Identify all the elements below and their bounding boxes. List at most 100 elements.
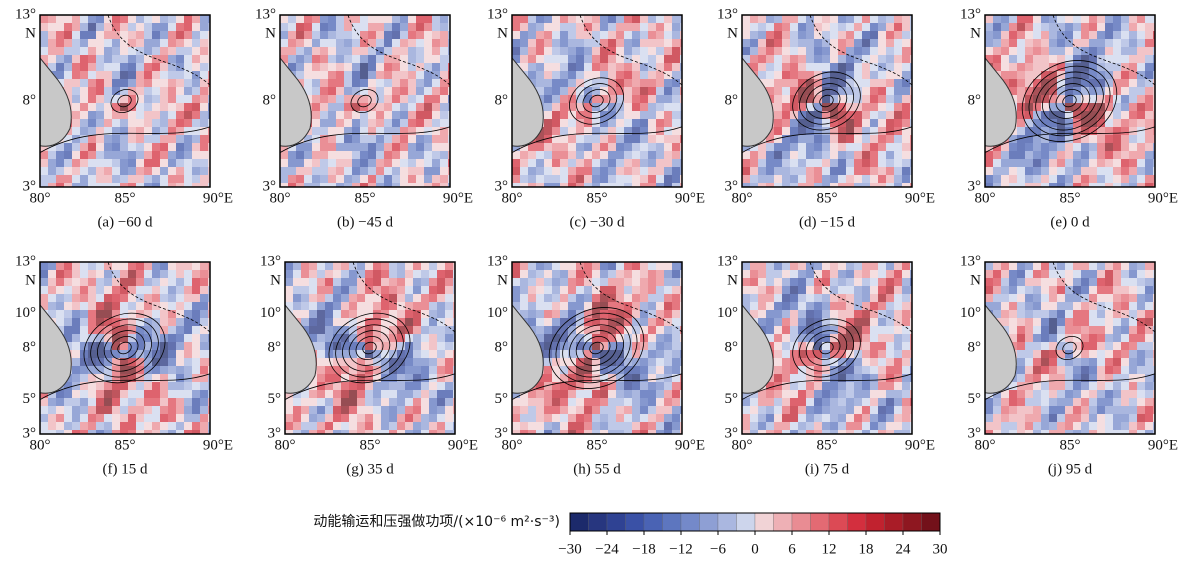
field-cell	[176, 366, 184, 374]
field-cell	[1025, 390, 1033, 398]
field-cell	[96, 79, 104, 87]
field-cell	[96, 63, 104, 71]
field-cell	[192, 294, 200, 302]
field-cell	[56, 302, 64, 310]
field-cell	[405, 262, 413, 270]
field-cell	[421, 262, 429, 270]
field-cell	[88, 79, 96, 87]
field-cell	[1097, 382, 1105, 390]
field-cell	[96, 135, 104, 143]
field-cell	[1105, 358, 1113, 366]
field-cell	[112, 79, 120, 87]
field-cell	[616, 262, 624, 270]
field-cell	[806, 159, 814, 167]
field-cell	[576, 310, 584, 318]
field-cell	[1153, 87, 1161, 95]
field-cell	[664, 342, 672, 350]
field-cell	[520, 39, 528, 47]
field-cell	[128, 87, 136, 95]
field-cell	[1137, 167, 1145, 175]
field-cell	[96, 302, 104, 310]
field-cell	[640, 358, 648, 366]
field-cell	[1065, 87, 1073, 95]
field-cell	[1137, 358, 1145, 366]
field-cell	[520, 159, 528, 167]
field-cell	[656, 39, 664, 47]
field-cell	[381, 270, 389, 278]
field-cell	[360, 151, 368, 159]
field-cell	[120, 79, 128, 87]
field-cell	[584, 262, 592, 270]
field-cell	[790, 374, 798, 382]
field-cell	[640, 39, 648, 47]
field-cell	[862, 406, 870, 414]
field-cell	[1121, 374, 1129, 382]
field-cell	[742, 23, 750, 31]
field-cell	[870, 159, 878, 167]
field-cell	[910, 270, 918, 278]
field-cell	[536, 318, 544, 326]
field-cell	[184, 390, 192, 398]
field-cell	[798, 310, 806, 318]
field-cell	[1129, 159, 1137, 167]
field-cell	[1025, 31, 1033, 39]
field-cell	[389, 398, 397, 406]
field-cell	[600, 406, 608, 414]
field-cell	[750, 159, 758, 167]
field-cell	[453, 326, 461, 334]
field-cell	[80, 15, 88, 23]
field-cell	[72, 15, 80, 23]
field-cell	[742, 262, 750, 270]
field-cell	[376, 79, 384, 87]
field-cell	[902, 302, 910, 310]
field-cell	[72, 95, 80, 103]
field-cell	[648, 294, 656, 302]
field-cell	[910, 262, 918, 270]
field-cell	[1081, 278, 1089, 286]
field-cell	[352, 47, 360, 55]
field-cell	[902, 278, 910, 286]
field-cell	[1009, 302, 1017, 310]
field-cell	[160, 262, 168, 270]
field-cell	[1129, 47, 1137, 55]
field-cell	[758, 398, 766, 406]
field-cell	[854, 390, 862, 398]
field-cell	[758, 47, 766, 55]
field-cell	[902, 23, 910, 31]
field-cell	[341, 294, 349, 302]
field-cell	[758, 175, 766, 183]
field-cell	[1129, 382, 1137, 390]
field-cell	[96, 103, 104, 111]
field-cell	[1073, 262, 1081, 270]
field-cell	[774, 270, 782, 278]
field-cell	[320, 111, 328, 119]
field-cell	[352, 175, 360, 183]
field-cell	[1001, 39, 1009, 47]
field-cell	[1145, 175, 1153, 183]
field-cell	[176, 294, 184, 302]
y-tick-label: N	[25, 272, 36, 288]
field-cell	[64, 71, 72, 79]
field-cell	[1049, 175, 1057, 183]
field-cell	[576, 71, 584, 79]
field-cell	[640, 294, 648, 302]
field-cell	[136, 151, 144, 159]
field-cell	[782, 390, 790, 398]
field-cell	[568, 167, 576, 175]
field-cell	[830, 87, 838, 95]
field-cell	[878, 286, 886, 294]
field-cell	[88, 398, 96, 406]
field-cell	[360, 63, 368, 71]
field-cell	[1065, 390, 1073, 398]
field-cell	[405, 406, 413, 414]
x-tick-label: 80°	[30, 437, 51, 453]
field-cell	[208, 175, 216, 183]
field-cell	[664, 103, 672, 111]
field-cell	[400, 87, 408, 95]
field-cell	[376, 151, 384, 159]
field-cell	[104, 278, 112, 286]
field-cell	[1153, 151, 1161, 159]
field-cell	[397, 342, 405, 350]
field-cell	[168, 350, 176, 358]
field-cell	[664, 87, 672, 95]
